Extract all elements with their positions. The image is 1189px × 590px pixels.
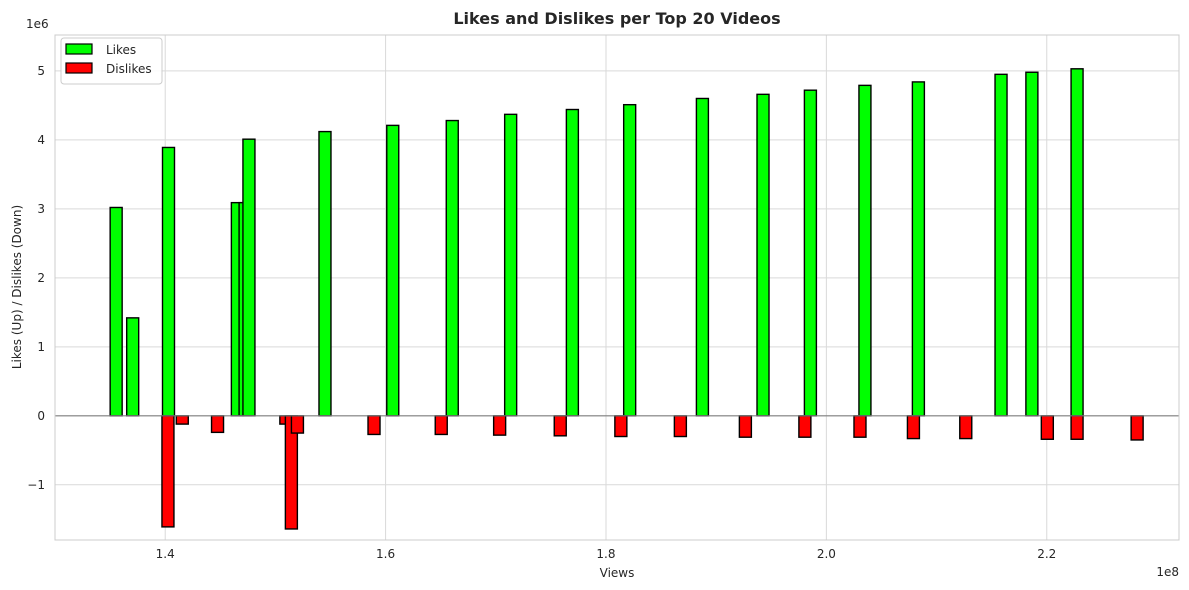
likes-bar-6 (318, 130, 332, 417)
y-tick-label-2: 1 (37, 340, 45, 354)
likes-bar-1 (125, 317, 140, 417)
y-tick-label-1: 0 (37, 409, 45, 423)
legend: Likes Dislikes (60, 37, 163, 85)
likes-bar-9 (503, 113, 518, 417)
chart-title: Likes and Dislikes per Top 20 Videos (453, 9, 780, 28)
dislikes-bar-12 (738, 415, 753, 438)
dislikes-bar-18 (1070, 415, 1084, 440)
dislikes-bar-0 (161, 415, 175, 528)
likes-bar-0 (109, 206, 123, 417)
legend-swatch-likes (65, 43, 93, 55)
likes-bar-5 (242, 138, 256, 417)
likes-bar-11 (622, 103, 637, 417)
dislikes-bar-2 (210, 415, 225, 434)
x-tick-label-3: 2.0 (817, 547, 836, 561)
dislikes-bar-15 (906, 415, 921, 440)
dislikes-bar-16 (959, 415, 973, 440)
x-axis-label: Views (600, 566, 635, 580)
dislikes-bar-19 (1130, 415, 1144, 441)
likes-bar-19 (1070, 68, 1084, 417)
y-tick-label-3: 2 (37, 271, 45, 285)
likes-bar-8 (445, 119, 459, 417)
y-axis-label: Likes (Up) / Dislikes (Down) (10, 205, 24, 369)
x-offset-label: 1e8 (1156, 565, 1179, 579)
dislikes-bar-6 (367, 415, 381, 436)
likes-bar-7 (386, 124, 400, 417)
likes-bar-12 (695, 97, 710, 417)
likes-bar-2 (161, 146, 176, 417)
likes-bar-10 (565, 108, 580, 417)
x-tick-labels: 1.4 1.6 1.8 2.0 2.2 (156, 547, 1057, 561)
legend-swatch-dislikes (65, 62, 93, 74)
likes-bar-14 (803, 89, 818, 417)
y-tick-label-4: 3 (37, 202, 45, 216)
dislikes-bar-17 (1040, 415, 1055, 440)
y-tick-label-5: 4 (37, 133, 45, 147)
legend-label-likes: Likes (106, 43, 136, 57)
y-tick-label-0: −1 (27, 478, 45, 492)
plot-background (55, 35, 1179, 540)
y-tick-label-6: 5 (37, 64, 45, 78)
likes-bar-13 (756, 93, 770, 417)
likes-bar-17 (994, 73, 1008, 417)
x-tick-label-0: 1.4 (156, 547, 175, 561)
legend-label-dislikes: Dislikes (106, 62, 152, 76)
likes-bar-18 (1025, 71, 1039, 417)
dislikes-bar-10 (614, 415, 628, 438)
y-offset-label: 1e6 (26, 17, 49, 31)
x-tick-label-1: 1.6 (376, 547, 395, 561)
dislikes-bar-9 (553, 415, 567, 437)
dislikes-bar-13 (798, 415, 812, 438)
plot-frame (54, 34, 1180, 541)
dislikes-bar-14 (853, 415, 867, 438)
x-tick-label-2: 1.8 (596, 547, 615, 561)
dislikes-bar-7 (434, 415, 448, 436)
dislikes-bar-1 (175, 415, 189, 425)
dislikes-bar-5 (290, 415, 305, 434)
likes-bar-15 (858, 84, 872, 417)
x-tick-label-4: 2.2 (1037, 547, 1056, 561)
dislikes-bar-11 (673, 415, 688, 438)
y-tick-labels: −1 0 1 2 3 4 5 (27, 64, 45, 492)
likes-bar-16 (911, 81, 926, 417)
dislikes-bar-8 (492, 415, 507, 436)
